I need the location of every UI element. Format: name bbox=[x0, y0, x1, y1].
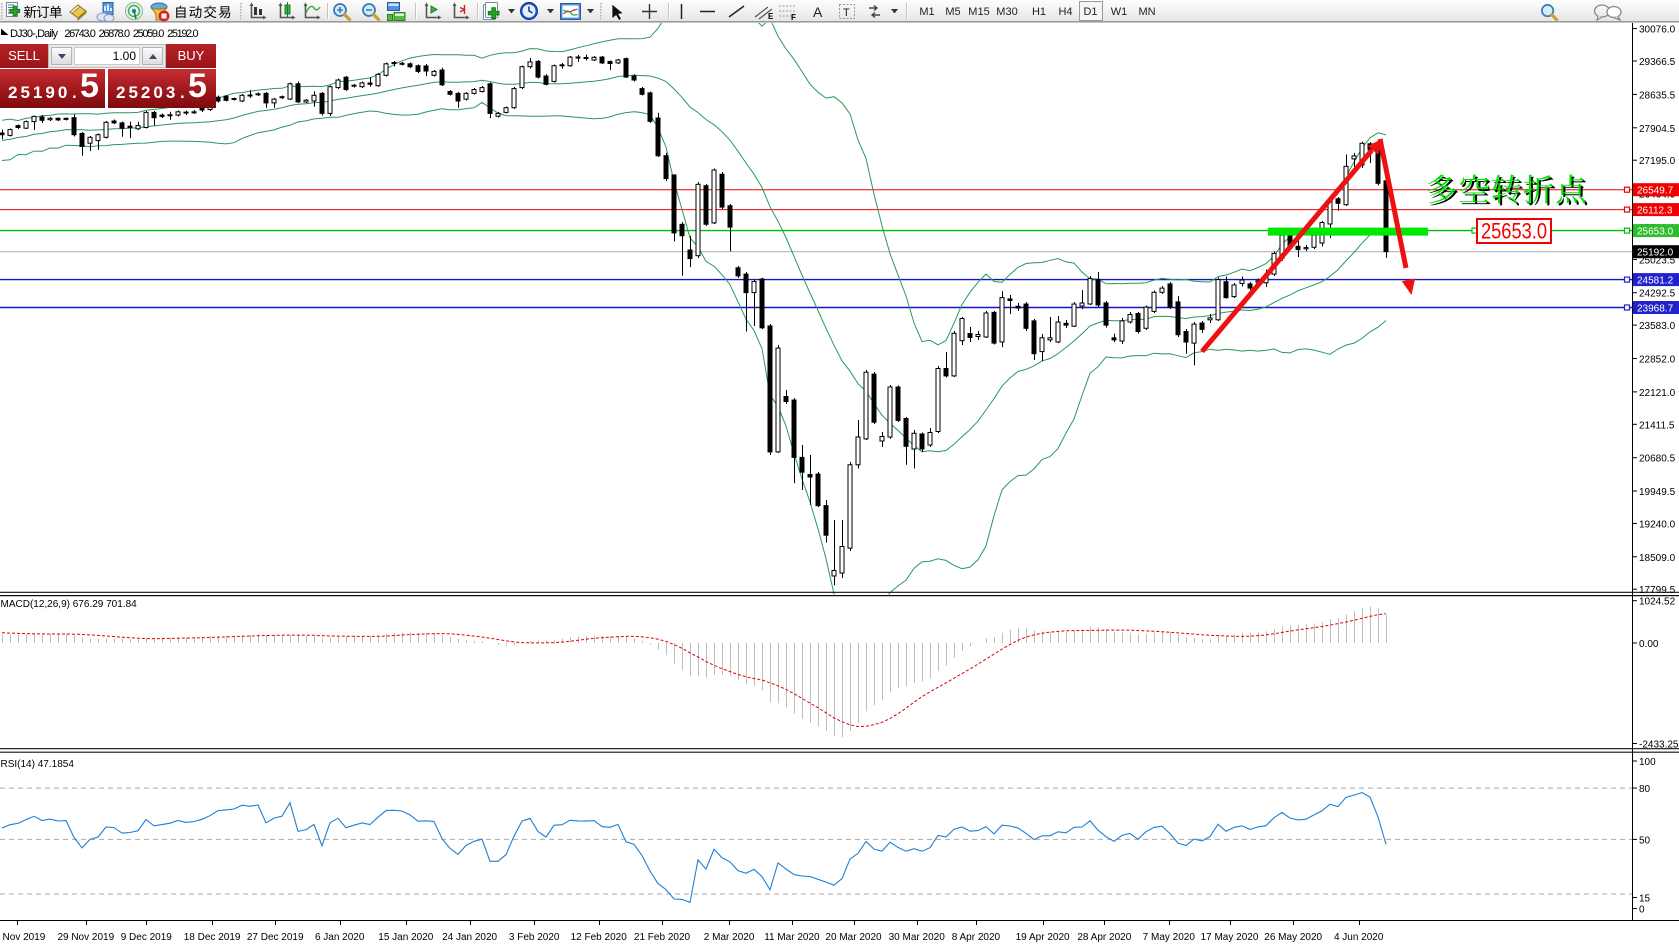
svg-text:20 Nov 2019: 20 Nov 2019 bbox=[0, 932, 46, 943]
svg-text:6 Jan 2020: 6 Jan 2020 bbox=[315, 932, 365, 943]
svg-text:24 Jan 2020: 24 Jan 2020 bbox=[442, 932, 497, 943]
svg-text:30076.0: 30076.0 bbox=[1639, 25, 1676, 36]
svg-text:28635.5: 28635.5 bbox=[1639, 90, 1676, 101]
svg-text:T: T bbox=[843, 7, 850, 19]
svg-text:M15: M15 bbox=[968, 6, 989, 18]
svg-text:DJ30-,Daily: DJ30-,Daily bbox=[10, 28, 59, 40]
svg-text:21411.5: 21411.5 bbox=[1639, 420, 1675, 431]
svg-text:25192.0: 25192.0 bbox=[1637, 248, 1674, 259]
svg-text:26112.3: 26112.3 bbox=[1637, 206, 1673, 217]
svg-text:9 Dec 2019: 9 Dec 2019 bbox=[121, 932, 173, 943]
svg-text:30 Mar 2020: 30 Mar 2020 bbox=[889, 932, 946, 943]
svg-text:25653.0: 25653.0 bbox=[1637, 227, 1674, 238]
svg-text:M30: M30 bbox=[996, 6, 1017, 18]
svg-text:27 Dec 2019: 27 Dec 2019 bbox=[247, 932, 304, 943]
svg-text:15 Jan 2020: 15 Jan 2020 bbox=[378, 932, 433, 943]
svg-text:12 Feb 2020: 12 Feb 2020 bbox=[571, 932, 628, 943]
svg-text:27195.0: 27195.0 bbox=[1639, 156, 1676, 167]
svg-text:20 Mar 2020: 20 Mar 2020 bbox=[825, 932, 882, 943]
svg-text:25653.0: 25653.0 bbox=[1481, 219, 1547, 244]
svg-text:80: 80 bbox=[1639, 784, 1651, 795]
svg-text:RSI(14) 47.1854: RSI(14) 47.1854 bbox=[1, 759, 75, 770]
svg-text:28 Apr 2020: 28 Apr 2020 bbox=[1077, 932, 1131, 943]
svg-text:18 Dec 2019: 18 Dec 2019 bbox=[184, 932, 241, 943]
svg-text:26549.7: 26549.7 bbox=[1637, 186, 1674, 197]
svg-text:11 Mar 2020: 11 Mar 2020 bbox=[764, 932, 820, 943]
svg-text:19240.0: 19240.0 bbox=[1639, 519, 1676, 530]
svg-text:25059.0: 25059.0 bbox=[133, 28, 165, 40]
svg-text:A: A bbox=[813, 4, 823, 20]
svg-text:19 Apr 2020: 19 Apr 2020 bbox=[1016, 932, 1070, 943]
svg-text:8 Apr 2020: 8 Apr 2020 bbox=[952, 932, 1001, 943]
svg-text:M1: M1 bbox=[919, 6, 934, 18]
svg-text:26743.0: 26743.0 bbox=[64, 28, 96, 40]
svg-text:17 May 2020: 17 May 2020 bbox=[1201, 932, 1259, 943]
svg-text:4 Jun 2020: 4 Jun 2020 bbox=[1334, 932, 1384, 943]
svg-text:100: 100 bbox=[1639, 757, 1656, 768]
svg-text:H4: H4 bbox=[1058, 6, 1072, 18]
svg-text:19949.5: 19949.5 bbox=[1639, 487, 1676, 498]
svg-text:24292.5: 24292.5 bbox=[1639, 289, 1676, 300]
svg-text:M5: M5 bbox=[945, 6, 960, 18]
svg-text:2 Mar 2020: 2 Mar 2020 bbox=[704, 932, 755, 943]
svg-text:7 May 2020: 7 May 2020 bbox=[1143, 932, 1196, 943]
svg-text:H1: H1 bbox=[1032, 6, 1046, 18]
svg-text:24581.2: 24581.2 bbox=[1637, 276, 1674, 287]
svg-text:22852.0: 22852.0 bbox=[1639, 355, 1676, 366]
svg-text:MACD(12,26,9) 676.29 701.84: MACD(12,26,9) 676.29 701.84 bbox=[1, 599, 138, 610]
svg-text:25023.5: 25023.5 bbox=[1639, 255, 1676, 266]
svg-text:0.00: 0.00 bbox=[1639, 639, 1659, 650]
svg-text:26 May 2020: 26 May 2020 bbox=[1264, 932, 1322, 943]
svg-text:D1: D1 bbox=[1083, 6, 1097, 18]
svg-text:21 Feb 2020: 21 Feb 2020 bbox=[634, 932, 691, 943]
svg-text:20680.5: 20680.5 bbox=[1639, 454, 1676, 465]
svg-text:23583.0: 23583.0 bbox=[1639, 321, 1676, 332]
svg-text:29 Nov 2019: 29 Nov 2019 bbox=[57, 932, 114, 943]
svg-text:MN: MN bbox=[1138, 6, 1155, 18]
svg-text:F: F bbox=[791, 13, 796, 22]
svg-text:1024.52: 1024.52 bbox=[1639, 597, 1676, 608]
svg-text:25192.0: 25192.0 bbox=[167, 28, 199, 40]
svg-text:W1: W1 bbox=[1111, 6, 1128, 18]
svg-text:22121.0: 22121.0 bbox=[1639, 388, 1676, 399]
svg-text:0: 0 bbox=[1639, 905, 1645, 916]
svg-text:18509.0: 18509.0 bbox=[1639, 553, 1676, 564]
svg-text:E: E bbox=[768, 12, 774, 21]
svg-text:-2433.25: -2433.25 bbox=[1639, 740, 1679, 751]
svg-text:50: 50 bbox=[1639, 835, 1651, 846]
svg-text:17799.5: 17799.5 bbox=[1639, 585, 1676, 596]
svg-text:29366.5: 29366.5 bbox=[1639, 57, 1676, 68]
svg-text:27904.5: 27904.5 bbox=[1639, 124, 1676, 135]
svg-text:15: 15 bbox=[1639, 894, 1651, 905]
svg-text:3 Feb 2020: 3 Feb 2020 bbox=[509, 932, 560, 943]
svg-text:26878.0: 26878.0 bbox=[99, 28, 131, 40]
svg-text:23968.7: 23968.7 bbox=[1637, 304, 1674, 315]
